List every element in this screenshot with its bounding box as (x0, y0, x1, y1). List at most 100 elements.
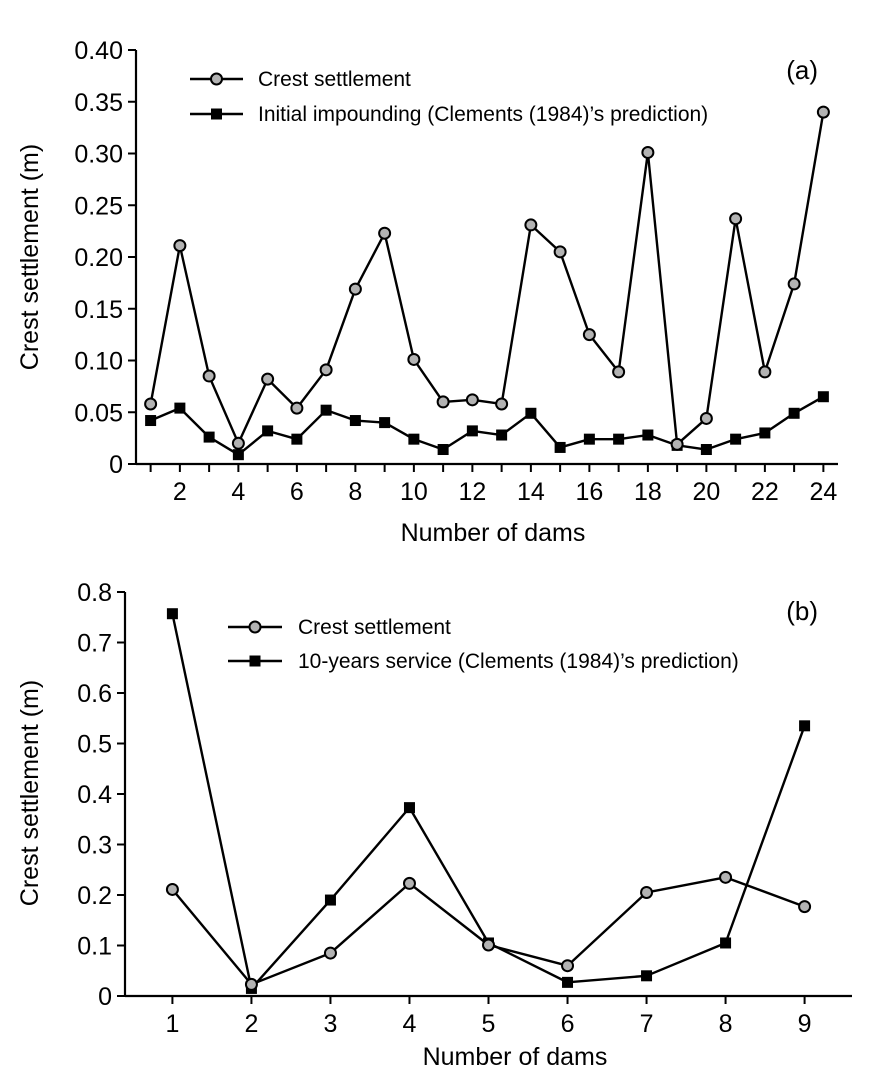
data-point-circle (465, 393, 479, 407)
y-tick-label: 0.1 (77, 933, 112, 961)
y-axis-title: Crest settlement (m) (16, 144, 44, 370)
y-tick-label: 0.2 (77, 882, 112, 910)
x-axis-title: Number of dams (423, 1043, 608, 1071)
y-tick-label: 0.40 (74, 37, 123, 65)
x-tick-label: 8 (348, 478, 362, 506)
data-point-circle (319, 363, 333, 377)
data-point-circle (798, 900, 812, 914)
panel-label: (b) (786, 596, 818, 626)
legend: Crest settlement 10-years service (Clemen… (228, 616, 739, 673)
data-point-circle (436, 395, 450, 409)
legend-label: Initial impounding (Clements (1984)’s pr… (258, 103, 708, 126)
series-line (171, 876, 806, 986)
data-point-circle (202, 369, 216, 383)
data-point-square (562, 976, 574, 988)
data-point-circle (165, 882, 179, 896)
data-point-circle (719, 870, 733, 884)
data-point-circle (553, 245, 567, 259)
x-tick-label: 2 (244, 1010, 258, 1038)
data-point-square (166, 608, 178, 620)
data-point-circle (482, 938, 495, 952)
data-point-square (799, 720, 811, 732)
data-point-square (466, 425, 478, 437)
y-tick-label: 0.25 (74, 192, 123, 220)
data-point-square (232, 449, 244, 461)
data-point-square (320, 404, 332, 416)
data-point-square (641, 970, 653, 982)
x-tick-label: 22 (751, 478, 779, 506)
data-point-circle (261, 372, 275, 386)
legend: Crest settlement Initial impounding (Clem… (190, 68, 708, 126)
data-point-circle (524, 218, 538, 232)
data-point-square (349, 415, 361, 427)
x-tick-label: 7 (640, 1010, 654, 1038)
data-point-square (145, 415, 157, 427)
x-tick-label: 4 (231, 478, 245, 506)
legend-marker-circle (248, 620, 262, 634)
x-tick-label: 4 (403, 1010, 417, 1038)
data-point-circle (290, 401, 304, 415)
data-point-circle (582, 328, 596, 342)
x-tick-label: 14 (517, 478, 545, 506)
x-tick-label: 10 (400, 478, 428, 506)
data-point-square (730, 433, 742, 445)
x-axis-title: Number of dams (401, 519, 586, 547)
legend-label: Crest settlement (258, 68, 411, 91)
legend-label: 10-years service (Clements (1984)’s pred… (298, 650, 739, 673)
series-crest-settlement (144, 105, 830, 451)
data-point-circle (816, 105, 830, 119)
data-point-square (174, 402, 186, 414)
y-axis-title: Crest settlement (m) (16, 680, 44, 906)
data-point-circle (561, 959, 575, 973)
data-point-circle (231, 436, 245, 450)
data-point-square (817, 391, 829, 403)
x-tick-label: 1 (165, 1010, 179, 1038)
series-clements-prediction (145, 391, 829, 461)
y-tick-label: 0 (98, 983, 112, 1011)
y-tick-label: 0 (109, 451, 123, 479)
data-point-circle (244, 977, 258, 991)
legend-entry: Crest settlement (228, 616, 451, 639)
y-tick-label: 0.05 (74, 399, 123, 427)
legend-entry: Initial impounding (Clements (1984)’s pr… (190, 103, 708, 126)
legend-label: Crest settlement (298, 616, 451, 639)
y-tick-label: 0.5 (77, 731, 112, 759)
x-tick-label: 12 (458, 478, 486, 506)
data-point-circle (729, 212, 743, 226)
data-point-square (525, 407, 537, 419)
y-tick-label: 0.8 (77, 579, 112, 607)
data-point-circle (323, 946, 337, 960)
y-tick-label: 0.10 (74, 348, 123, 376)
legend-marker-circle (210, 72, 223, 86)
x-tick-label: 8 (719, 1010, 733, 1038)
data-point-square (583, 433, 595, 445)
x-tick-label: 6 (561, 1010, 575, 1038)
data-point-circle (699, 411, 713, 425)
x-tick-label: 6 (290, 478, 304, 506)
y-tick-label: 0.15 (74, 296, 123, 324)
data-point-square (759, 427, 771, 439)
y-tick-label: 0.4 (77, 781, 112, 809)
y-tick-label: 0.20 (74, 244, 123, 272)
x-tick-label: 3 (324, 1010, 338, 1038)
data-point-circle (173, 239, 187, 253)
data-point-circle (407, 352, 421, 366)
series-line (149, 111, 825, 446)
series-line (150, 395, 824, 456)
panel-b: 0 0.1 0.2 0.3 0.4 0.5 0.6 0.7 0.8 1 2 3 4 5 6 7 8 9 Number… (16, 579, 852, 1071)
data-point-square (642, 429, 654, 441)
x-tick-label: 24 (809, 478, 837, 506)
x-tick-label: 16 (575, 478, 603, 506)
data-point-square (700, 444, 712, 456)
series-crest-settlement (165, 870, 812, 991)
data-point-circle (144, 397, 158, 411)
data-point-square (437, 444, 449, 456)
data-point-square (403, 802, 415, 814)
x-tick-label: 5 (482, 1010, 496, 1038)
x-tick-label: 18 (634, 478, 662, 506)
data-point-circle (612, 365, 626, 379)
data-point-circle (640, 885, 654, 899)
data-point-square (262, 425, 274, 437)
